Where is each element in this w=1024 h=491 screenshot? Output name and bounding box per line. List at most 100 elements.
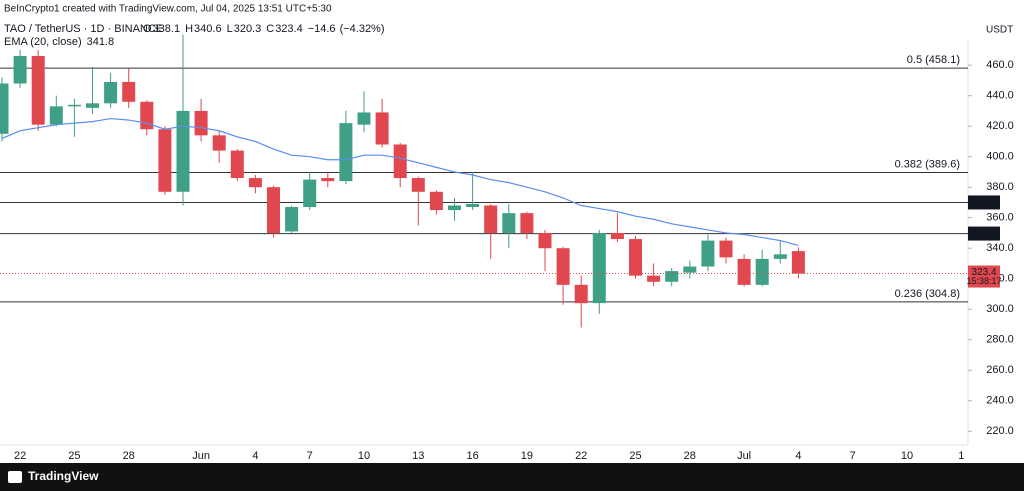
last-price-box: [968, 265, 1000, 288]
ohlc-label: L: [227, 23, 233, 35]
candle-body: [104, 81, 118, 104]
x-tick-label: 22: [14, 450, 26, 462]
candle-body: [411, 178, 425, 192]
x-tick-label: Jul: [737, 450, 751, 462]
x-tick-label: 4: [252, 450, 258, 462]
countdown: 15:38:17: [966, 276, 1001, 286]
candle-body: [701, 240, 715, 267]
candle-body: [520, 213, 534, 233]
ema-value: 341.8: [87, 36, 115, 48]
x-tick-label: 19: [521, 450, 533, 462]
candle-body: [194, 110, 208, 136]
y-tick-label: 220.0: [986, 425, 1014, 437]
candle-body: [791, 251, 805, 274]
candle-body: [448, 205, 461, 211]
y-tick-label: 420.0: [986, 120, 1014, 132]
candle-body: [665, 271, 679, 282]
ohlc-value: 323.4: [275, 23, 303, 35]
ema-legend: EMA (20, close): [4, 36, 82, 48]
candle-body: [610, 232, 624, 240]
x-tick-label: 25: [629, 450, 641, 462]
candle-body: [303, 179, 317, 208]
x-tick-label: 4: [795, 450, 801, 462]
x-tick-label: 1: [958, 450, 964, 462]
price-level-label: 349.6: [970, 227, 998, 239]
y-tick-label: 280.0: [986, 334, 1014, 346]
x-tick-label: 28: [684, 450, 696, 462]
x-tick-label: 10: [901, 450, 913, 462]
candle-body: [13, 56, 27, 84]
candle-body: [285, 207, 299, 232]
candle-body: [267, 187, 280, 233]
candle-body: [176, 110, 190, 192]
y-tick-label: 400.0: [986, 151, 1014, 163]
candle-body: [538, 232, 552, 249]
candle-body: [248, 178, 262, 188]
y-tick-label: 300.0: [986, 303, 1014, 315]
fib-label: 0.236 (304.8): [895, 288, 960, 300]
ohlc-value: 320.3: [234, 23, 262, 35]
change: −14.6: [308, 23, 336, 35]
candle-body: [647, 275, 661, 282]
footer-text: TradingView: [28, 469, 99, 483]
candle-body: [158, 129, 172, 192]
candle-body: [67, 104, 81, 107]
candle-body: [556, 248, 570, 285]
x-tick-label: 10: [358, 450, 370, 462]
candle-body: [719, 240, 733, 258]
attribution: BeInCrypto1 created with TradingView.com…: [4, 4, 332, 15]
candle-body: [321, 178, 335, 182]
candle-body: [755, 258, 769, 285]
y-tick-label: 440.0: [986, 90, 1014, 102]
x-tick-label: 16: [466, 450, 478, 462]
ema-line: [1, 117, 799, 247]
y-tick-label: 460.0: [986, 59, 1014, 71]
x-tick-label: 7: [850, 450, 856, 462]
y-tick-label: 260.0: [986, 364, 1014, 376]
candle-body: [429, 191, 443, 211]
x-tick-label: 28: [123, 450, 135, 462]
ohlc-value: 340.6: [194, 23, 222, 35]
fib-label: 0.5 (458.1): [907, 54, 960, 66]
y-tick-label: 340.0: [986, 242, 1014, 254]
candle-body: [375, 112, 389, 145]
candle-body: [339, 123, 353, 182]
x-tick-label: 25: [68, 450, 80, 462]
footer-bar: [0, 463, 1024, 491]
symbol-title: TAO / TetherUS · 1D · BINANCE: [4, 23, 163, 35]
y-tick-label: 380.0: [986, 181, 1014, 193]
candle-body: [49, 106, 63, 125]
x-tick-label: Jun: [192, 450, 210, 462]
candle-body: [592, 232, 606, 304]
candle-body: [0, 83, 9, 134]
x-tick-label: 7: [307, 450, 313, 462]
footer-logo: [8, 471, 22, 483]
ohlc-label: H: [185, 23, 193, 35]
candle-body: [574, 284, 588, 304]
candle-body: [122, 81, 136, 102]
last-price-label: 323.4: [971, 267, 996, 278]
candle-body: [86, 103, 99, 108]
price-level-label: 370.0: [970, 196, 998, 208]
candle-body: [484, 205, 498, 233]
y-tick-label: 360.0: [986, 212, 1014, 224]
candle-body: [683, 266, 697, 273]
candle-body: [466, 203, 480, 208]
candle-body: [773, 254, 787, 259]
candle-body: [737, 258, 751, 285]
candle-body: [31, 56, 45, 125]
ohlc-value: 338.1: [153, 23, 181, 35]
candle-body: [502, 213, 516, 233]
candle-body: [230, 150, 244, 179]
change-pct: (−4.32%): [340, 23, 385, 35]
candle-body: [357, 112, 371, 125]
x-tick-label: 13: [412, 450, 424, 462]
price-level-box: [968, 195, 1000, 210]
candle-body: [212, 135, 226, 151]
ohlc-label: O: [143, 23, 152, 35]
candle-body: [629, 239, 642, 276]
ohlc-label: C: [266, 23, 274, 35]
y-unit: USDT: [986, 25, 1013, 36]
